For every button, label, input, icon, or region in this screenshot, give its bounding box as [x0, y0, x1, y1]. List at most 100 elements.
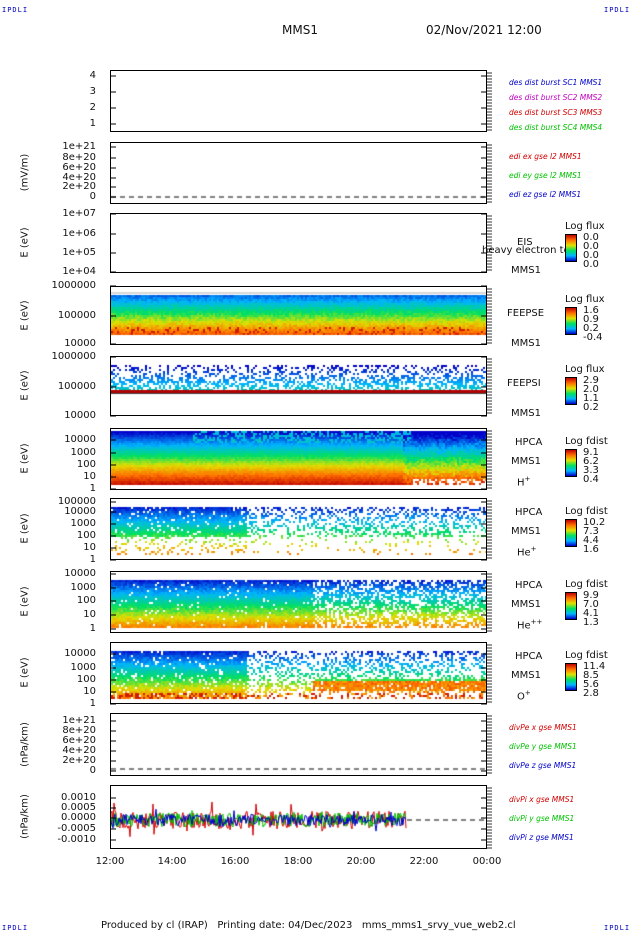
colorbar-value: 8.5	[583, 670, 599, 681]
colorbar-title: Log fdist	[565, 436, 608, 447]
x-tick-label: 12:00	[95, 856, 125, 867]
legend-entry: edi ey gse l2 MMS1	[509, 171, 582, 180]
instrument-label: FEEPSE	[507, 308, 545, 319]
colorbar	[565, 519, 577, 547]
panel-ylabel: E (eV)	[19, 227, 31, 258]
y-tick-label: 4e+20	[62, 745, 96, 756]
colorbar-value: 2.0	[583, 384, 599, 395]
instrument-label: HPCA	[515, 651, 543, 662]
colorbar-value: 11.4	[583, 661, 606, 672]
colorbar-value: 0.4	[583, 474, 599, 485]
species-name: H	[517, 477, 525, 489]
colorbar-value: 0.2	[583, 323, 599, 334]
y-tick-label: 8e+20	[62, 725, 96, 736]
panel-p7	[110, 498, 487, 560]
y-tick-label: -0.0005	[57, 823, 96, 834]
y-tick-label: 1000000	[51, 351, 96, 362]
colorbar-value: 9.1	[583, 447, 599, 458]
y-tick-label: 1000000	[51, 280, 96, 291]
y-tick-label: 1000	[70, 447, 96, 458]
spacecraft-label: MMS1	[511, 456, 541, 467]
y-tick-label: 2	[89, 102, 96, 113]
y-tick-label: 100000	[57, 381, 96, 392]
legend-entry: divPi z gse MMS1	[509, 833, 574, 842]
colorbar-title: Log flux	[565, 364, 605, 375]
panel-p6	[110, 428, 487, 490]
spectrogram-p4	[111, 287, 486, 344]
colorbar-value: 2.9	[583, 375, 599, 386]
colorbar-value: 1.6	[583, 544, 599, 555]
species-charge: +	[530, 545, 537, 553]
spectrogram-p10	[111, 714, 486, 775]
spectrogram-p11	[111, 786, 486, 848]
legend-entry: des dist burst SC4 MMS4	[509, 123, 603, 132]
y-tick-label: 2e+20	[62, 181, 96, 192]
y-tick-label: 1000	[70, 662, 96, 673]
y-tick-label: 8e+20	[62, 152, 96, 163]
y-tick-label: 10	[83, 609, 96, 620]
legend-entry: divPe z gse MMS1	[509, 761, 577, 770]
colorbar-value: 2.8	[583, 688, 599, 699]
corner-label-top-left: IPDLI	[2, 6, 29, 14]
panel-ylabel: E (eV)	[19, 513, 31, 544]
y-tick-label: 0.0005	[61, 802, 96, 813]
legend-entry: divPi x gse MMS1	[509, 795, 575, 804]
species-name: He	[517, 620, 531, 632]
datetime-title: 02/Nov/2021 12:00	[426, 23, 542, 37]
colorbar	[565, 307, 577, 335]
y-tick-label: 10000	[64, 338, 96, 349]
colorbar-title: Log fdist	[565, 579, 608, 590]
panel-ylabel: E (eV)	[19, 443, 31, 474]
colorbar	[565, 592, 577, 620]
panel-p2	[110, 142, 487, 204]
y-tick-label: 1e+04	[62, 266, 96, 277]
y-tick-label: 1e+07	[62, 208, 96, 219]
spacecraft-title: MMS1	[282, 23, 318, 37]
x-tick-label: 00:00	[472, 856, 502, 867]
instrument-label: FEEPSI	[507, 378, 541, 389]
panel-ylabel: E (eV)	[19, 299, 31, 331]
panel-p3	[110, 213, 487, 273]
colorbar-value: 0.9	[583, 314, 599, 325]
y-tick-label: 10	[83, 686, 96, 697]
legend-entry: divPi y gse MMS1	[509, 814, 575, 823]
y-tick-label: -0.0010	[57, 834, 96, 845]
panel-ylabel: (mV/m)	[19, 153, 31, 192]
y-tick-label: 4e+20	[62, 172, 96, 183]
colorbar-title: Log fdist	[565, 650, 608, 661]
colorbar-value: 10.2	[583, 517, 606, 528]
colorbar	[565, 234, 577, 262]
y-tick-label: 4	[89, 70, 96, 81]
spacecraft-label: MMS1	[511, 670, 541, 681]
legend-entry: des dist burst SC2 MMS2	[509, 93, 603, 102]
colorbar	[565, 449, 577, 477]
colorbar-title: Log flux	[565, 221, 605, 232]
y-tick-label: 0.0000	[61, 812, 96, 823]
spectrogram-p9	[111, 643, 486, 703]
y-tick-label: 1	[89, 623, 96, 634]
legend-entry: divPe y gse MMS1	[509, 742, 577, 751]
panel-p9	[110, 642, 487, 704]
legend-entry: edi ez gse l2 MMS1	[509, 190, 582, 199]
corner-label-top-right: IPDLI	[604, 6, 630, 14]
instrument-label: HPCA	[515, 580, 543, 591]
species-charge: ++	[530, 618, 543, 626]
panel-p10	[110, 713, 487, 776]
legend-entry: des dist burst SC1 MMS1	[509, 78, 603, 87]
colorbar-value: 3.3	[583, 465, 599, 476]
y-tick-label: 1e+21	[62, 141, 96, 152]
instrument-label: HPCA	[515, 507, 543, 518]
y-tick-label: 10000	[64, 434, 96, 445]
panel-p11	[110, 785, 487, 849]
y-tick-label: 1000	[70, 518, 96, 529]
panel-p4	[110, 286, 487, 345]
y-tick-label: 2e+20	[62, 755, 96, 766]
y-tick-label: 10	[83, 471, 96, 482]
colorbar-value: 0.2	[583, 402, 599, 413]
colorbar-value: 0.0	[583, 241, 599, 252]
x-tick-label: 20:00	[346, 856, 376, 867]
y-tick-label: 1	[89, 698, 96, 709]
corner-label-bottom-right: IPDLI	[604, 924, 630, 932]
y-tick-label: 100000	[57, 496, 96, 507]
species-charge: +	[524, 689, 531, 697]
